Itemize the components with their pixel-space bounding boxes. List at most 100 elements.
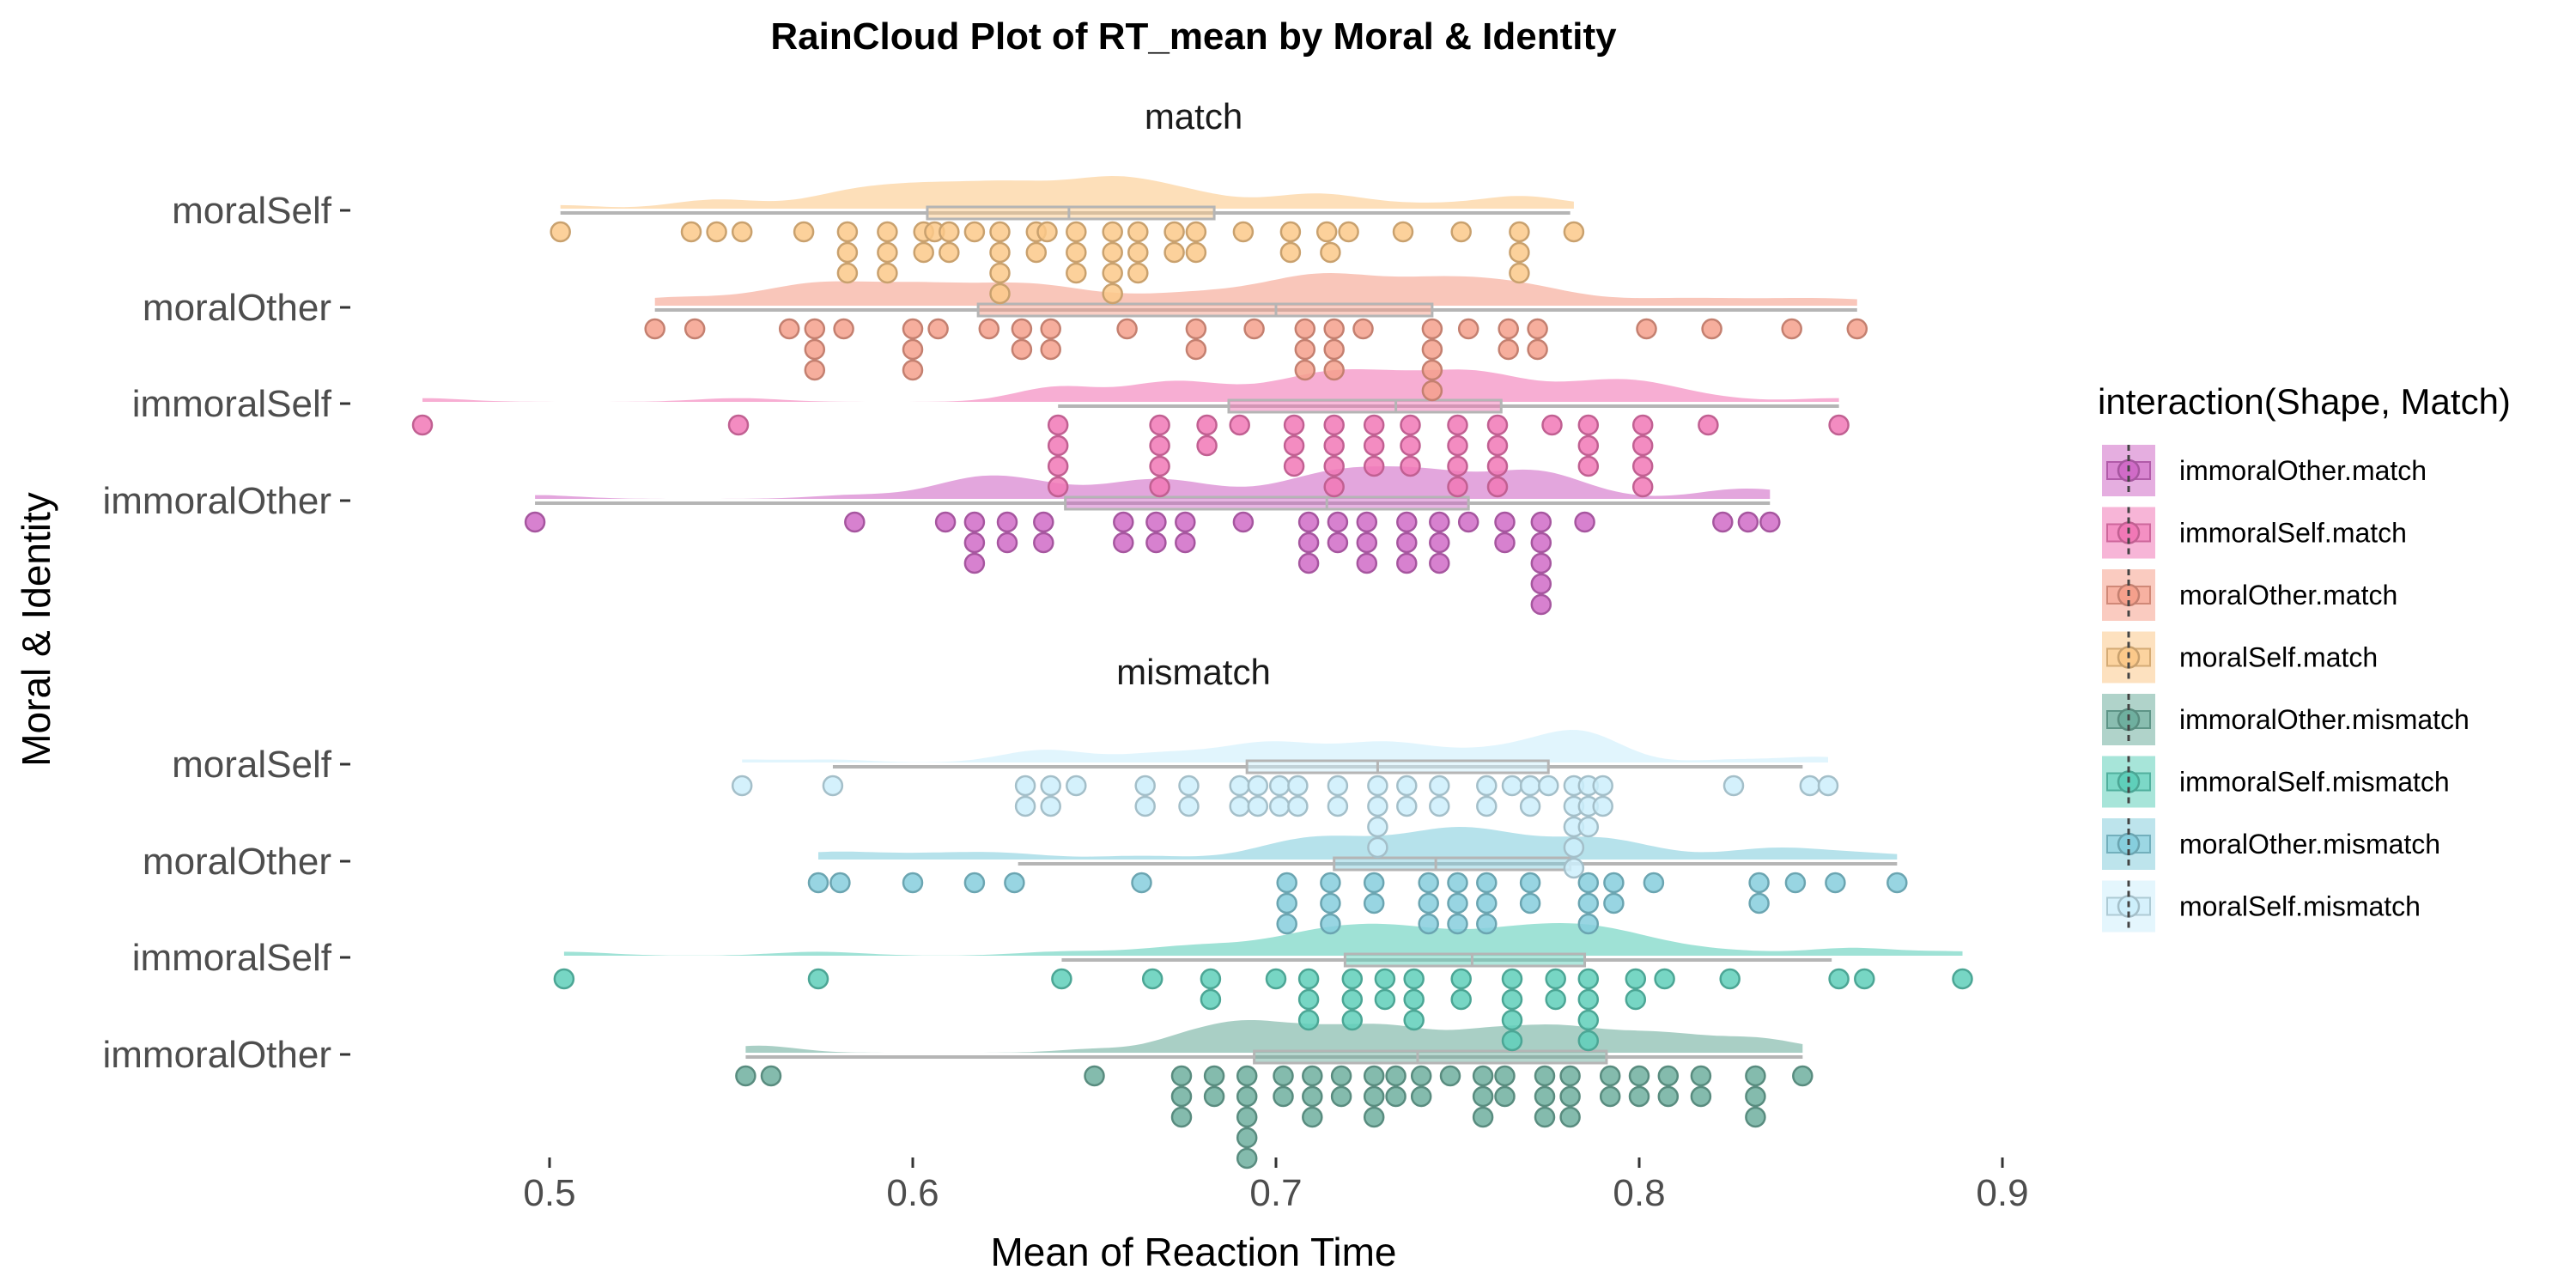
point-match-moralSelf — [939, 221, 960, 243]
point-match-immoralOther — [1327, 532, 1349, 554]
point-mismatch-moralOther — [1519, 892, 1541, 914]
point-mismatch-moralOther — [1476, 872, 1498, 894]
legend-item: moralOther.match — [2102, 569, 2397, 621]
point-mismatch-moralSelf — [1066, 775, 1087, 797]
point-match-immoralSelf — [1631, 476, 1654, 498]
point-mismatch-moralOther — [1476, 892, 1498, 914]
point-match-immoralOther — [1737, 511, 1759, 533]
box-match-immoralSelf — [1227, 398, 1503, 414]
point-match-immoralOther — [1145, 532, 1167, 554]
legend-label: moralSelf.match — [2179, 642, 2378, 673]
point-mismatch-immoralOther — [1657, 1085, 1680, 1108]
point-match-immoralSelf — [1149, 455, 1170, 477]
point-mismatch-immoralSelf — [1297, 1009, 1320, 1031]
point-match-moralOther — [1846, 318, 1868, 340]
point-match-moralSelf — [1279, 221, 1302, 243]
x-tick-label: 0.7 — [1249, 1172, 1302, 1214]
point-match-immoralOther — [963, 511, 986, 533]
point-mismatch-immoralOther — [1410, 1065, 1432, 1087]
x-axis-title: Mean of Reaction Time — [990, 1230, 1396, 1274]
point-mismatch-immoralSelf — [1403, 988, 1425, 1011]
facet-label-match: match — [1145, 96, 1242, 137]
point-mismatch-immoralOther — [1745, 1065, 1766, 1087]
point-mismatch-immoralSelf — [553, 968, 575, 990]
point-mismatch-moralOther — [1577, 913, 1600, 935]
point-mismatch-moralSelf — [1429, 775, 1450, 797]
point-match-moralOther — [1011, 318, 1033, 340]
point-match-immoralOther — [1175, 511, 1196, 533]
point-match-moralSelf — [1127, 262, 1149, 284]
point-mismatch-immoralOther — [1628, 1065, 1650, 1087]
point-match-moralOther — [1040, 318, 1061, 340]
point-mismatch-immoralSelf — [807, 968, 829, 990]
point-match-moralSelf — [1066, 241, 1087, 264]
point-match-immoralOther — [1396, 511, 1418, 533]
point-match-immoralSelf — [1149, 476, 1170, 498]
point-match-immoralOther — [1356, 552, 1378, 574]
point-mismatch-moralOther — [1603, 892, 1625, 914]
x-tick-label: 0.5 — [523, 1172, 575, 1214]
legend-item: moralSelf.mismatch — [2102, 880, 2421, 933]
box-mismatch-immoralOther — [1253, 1049, 1608, 1065]
point-match-moralSelf — [1509, 262, 1530, 284]
point-mismatch-immoralSelf — [1952, 968, 1973, 990]
point-mismatch-immoralSelf — [1297, 988, 1320, 1011]
box-match-moralOther — [976, 302, 1434, 318]
point-mismatch-moralSelf — [1247, 775, 1269, 797]
point-mismatch-moralOther — [1447, 872, 1468, 894]
point-match-immoralSelf — [1486, 434, 1509, 457]
point-mismatch-immoralSelf — [1403, 968, 1425, 990]
point-mismatch-moralSelf — [1229, 775, 1250, 797]
point-mismatch-immoralOther — [1792, 1065, 1814, 1087]
point-mismatch-immoralOther — [1170, 1085, 1193, 1108]
point-mismatch-moralSelf — [1563, 857, 1585, 879]
point-match-immoralOther — [1145, 511, 1167, 533]
point-match-immoralOther — [1530, 532, 1552, 554]
point-match-moralSelf — [989, 262, 1011, 284]
point-mismatch-immoralSelf — [1341, 968, 1364, 990]
point-match-moralOther — [1040, 338, 1061, 361]
point-match-immoralOther — [1530, 593, 1552, 616]
y-tick-label: immoralOther — [103, 480, 332, 522]
point-mismatch-immoralOther — [1745, 1106, 1766, 1128]
point-match-immoralSelf — [1149, 414, 1170, 436]
point-match-immoralOther — [996, 532, 1018, 554]
point-mismatch-immoralOther — [1236, 1106, 1258, 1128]
point-match-moralSelf — [1185, 221, 1207, 243]
point-match-moralOther — [1294, 318, 1316, 340]
point-match-immoralSelf — [1577, 455, 1600, 477]
point-match-moralOther — [1011, 338, 1033, 361]
point-mismatch-immoralOther — [1534, 1106, 1556, 1128]
point-match-moralSelf — [963, 221, 986, 243]
point-mismatch-immoralOther — [1385, 1085, 1406, 1108]
point-match-immoralSelf — [1577, 414, 1600, 436]
point-mismatch-moralOther — [1276, 872, 1297, 894]
point-mismatch-moralOther — [1004, 872, 1025, 894]
point-match-moralOther — [1185, 338, 1207, 361]
point-match-moralSelf — [877, 241, 898, 264]
point-mismatch-moralOther — [1476, 913, 1498, 935]
point-mismatch-moralOther — [1418, 872, 1439, 894]
point-mismatch-immoralOther — [1363, 1106, 1385, 1128]
point-match-immoralOther — [1530, 511, 1552, 533]
point-mismatch-moralSelf — [1040, 775, 1061, 797]
legend-label: moralOther.match — [2179, 580, 2397, 611]
boxplots — [535, 205, 1898, 1065]
point-mismatch-immoralSelf — [1403, 1009, 1425, 1031]
point-match-moralSelf — [793, 221, 815, 243]
point-mismatch-immoralSelf — [1374, 968, 1396, 990]
point-match-immoralOther — [1396, 532, 1418, 554]
x-tick-label: 0.8 — [1613, 1172, 1665, 1214]
point-mismatch-moralSelf — [1538, 775, 1559, 797]
point-match-immoralOther — [1175, 532, 1196, 554]
point-match-moralSelf — [1066, 262, 1087, 284]
point-mismatch-immoralOther — [1363, 1085, 1385, 1108]
point-mismatch-moralSelf — [1268, 795, 1291, 817]
point-match-moralOther — [833, 318, 854, 340]
point-mismatch-immoralSelf — [1297, 968, 1320, 990]
point-match-moralOther — [1781, 318, 1802, 340]
point-match-moralOther — [683, 318, 706, 340]
point-mismatch-moralOther — [1748, 892, 1770, 914]
point-match-moralSelf — [1025, 241, 1048, 264]
point-match-immoralSelf — [1447, 455, 1468, 477]
